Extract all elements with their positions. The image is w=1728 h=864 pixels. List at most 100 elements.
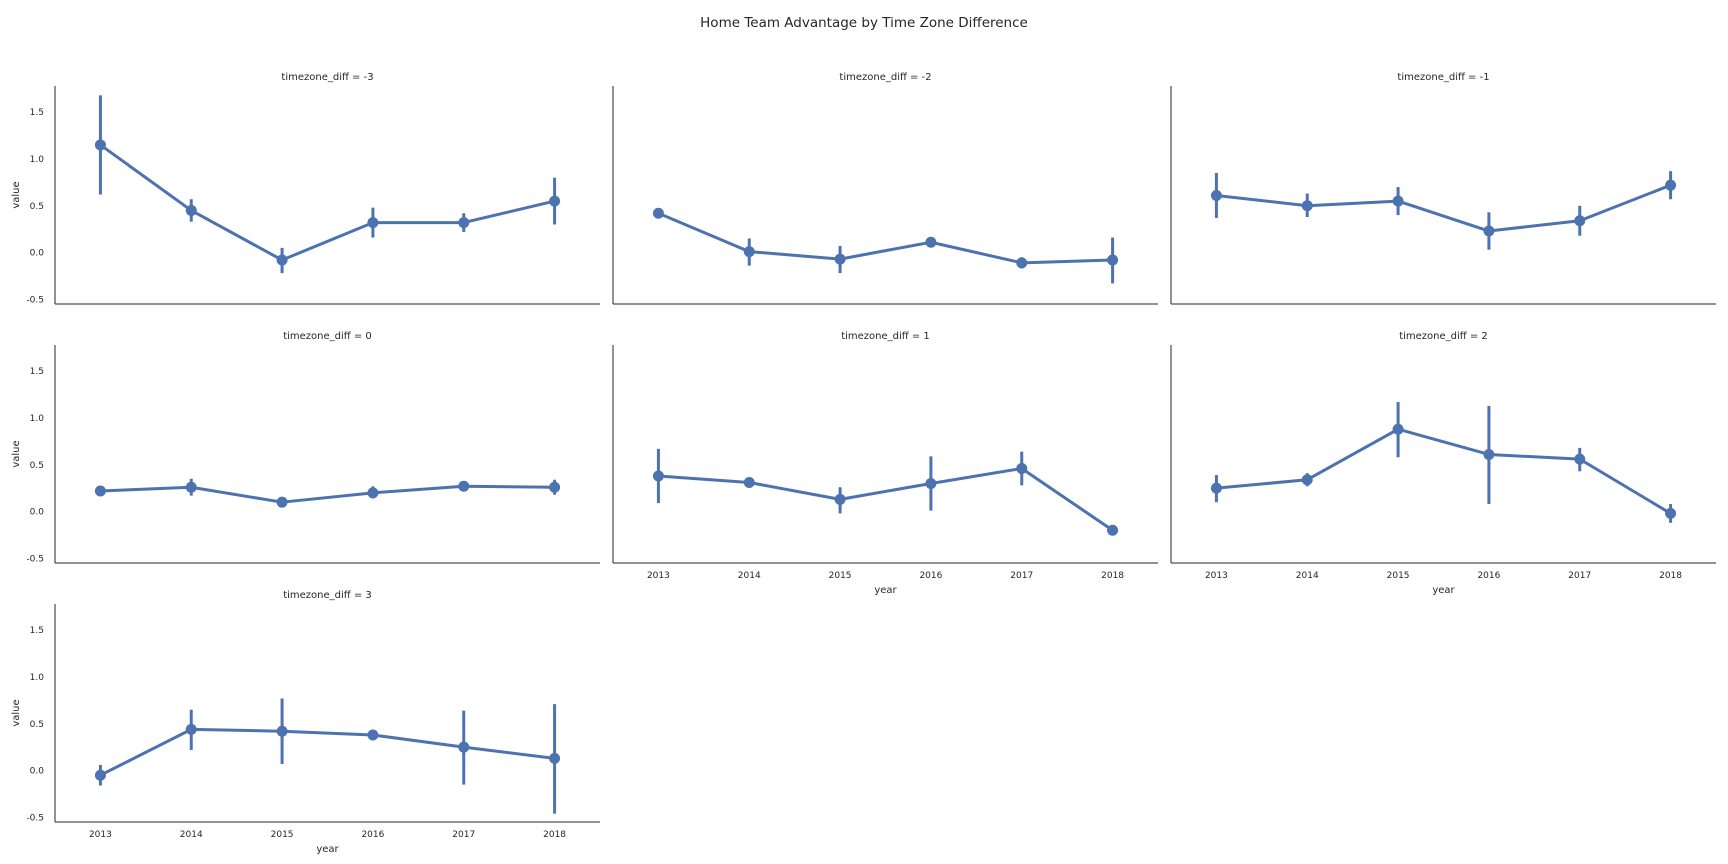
y-tick-label: 0.5 bbox=[30, 202, 44, 212]
panel-title: timezone_diff = 1 bbox=[841, 331, 930, 342]
data-point bbox=[834, 493, 846, 505]
data-point bbox=[1210, 482, 1222, 494]
data-point bbox=[367, 217, 379, 229]
data-point bbox=[1483, 448, 1495, 460]
data-point bbox=[925, 236, 937, 248]
series-line bbox=[656, 211, 1115, 265]
data-point bbox=[1392, 195, 1404, 207]
x-tick-label: 2016 bbox=[361, 830, 384, 840]
series-line bbox=[1214, 427, 1673, 515]
data-point bbox=[458, 741, 470, 753]
y-tick-label: 1.5 bbox=[30, 108, 44, 118]
facet-panels: timezone_diff = -3-0.50.00.51.01.5valuet… bbox=[11, 72, 1716, 855]
data-point bbox=[743, 246, 755, 258]
y-tick-label: -0.5 bbox=[26, 813, 44, 823]
data-point bbox=[743, 477, 755, 489]
data-point bbox=[925, 477, 937, 489]
series-line bbox=[98, 484, 557, 504]
y-tick-label: 0.0 bbox=[30, 508, 45, 518]
facet-panel: timezone_diff = 0 -0.5 0.0 0.5 1.0 1.5 value bbox=[11, 331, 600, 564]
y-tick-label: 1.5 bbox=[30, 367, 44, 377]
y-tick-label: 0.5 bbox=[30, 720, 44, 730]
x-tick-label: 2015 bbox=[271, 830, 294, 840]
facet-panel: timezone_diff = -2 bbox=[612, 72, 1158, 305]
series-line bbox=[656, 467, 1115, 532]
y-tick-label: -0.5 bbox=[26, 554, 44, 564]
data-point bbox=[94, 769, 106, 781]
series-line bbox=[98, 143, 557, 262]
x-tick-label: 2013 bbox=[89, 830, 112, 840]
x-tick-label: 2017 bbox=[1010, 571, 1033, 581]
data-point bbox=[652, 470, 664, 482]
y-tick-label: 1.0 bbox=[30, 673, 45, 683]
x-tick-label: 2014 bbox=[738, 571, 761, 581]
data-point bbox=[1301, 474, 1313, 486]
x-axis-label: year bbox=[1432, 585, 1455, 596]
y-axis-label: value bbox=[11, 440, 22, 467]
data-point bbox=[185, 723, 197, 735]
y-tick-label: 1.5 bbox=[30, 626, 44, 636]
panel-title: timezone_diff = -2 bbox=[839, 72, 931, 83]
x-tick-label: 2018 bbox=[1101, 571, 1124, 581]
facet-panel: timezone_diff = -1 bbox=[1170, 72, 1716, 305]
y-tick-label: 0.0 bbox=[30, 249, 45, 259]
x-tick-label: 2018 bbox=[543, 830, 566, 840]
data-point bbox=[1107, 254, 1119, 266]
data-point bbox=[1574, 453, 1586, 465]
x-tick-label: 2017 bbox=[452, 830, 475, 840]
data-point bbox=[1665, 179, 1677, 191]
data-point bbox=[1665, 507, 1677, 519]
panel-title: timezone_diff = 2 bbox=[1399, 331, 1488, 342]
data-point bbox=[458, 480, 470, 492]
series-line bbox=[1214, 183, 1673, 233]
panel-title: timezone_diff = 0 bbox=[283, 331, 372, 342]
x-tick-label: 2014 bbox=[1296, 571, 1319, 581]
x-tick-label: 2013 bbox=[647, 571, 670, 581]
data-point bbox=[185, 204, 197, 216]
data-point bbox=[94, 139, 106, 151]
y-axis-label: value bbox=[11, 181, 22, 208]
data-point bbox=[276, 725, 288, 737]
y-tick-label: 0.5 bbox=[30, 461, 44, 471]
y-tick-label: 0.0 bbox=[30, 767, 45, 777]
panel-title: timezone_diff = -1 bbox=[1397, 72, 1489, 83]
data-point bbox=[276, 254, 288, 266]
data-point bbox=[1574, 215, 1586, 227]
data-point bbox=[1016, 257, 1028, 269]
figure-title: Home Team Advantage by Time Zone Differe… bbox=[700, 15, 1028, 31]
series-line bbox=[98, 727, 557, 777]
data-point bbox=[458, 217, 470, 229]
data-point bbox=[549, 752, 561, 764]
data-point bbox=[367, 729, 379, 741]
x-tick-label: 2015 bbox=[829, 571, 852, 581]
data-point bbox=[549, 481, 561, 493]
x-tick-label: 2018 bbox=[1659, 571, 1682, 581]
y-tick-label: -0.5 bbox=[26, 295, 44, 305]
panel-title: timezone_diff = -3 bbox=[281, 72, 373, 83]
facet-panel: timezone_diff = 3 -0.5 0.0 0.5 1.0 1.5 value 20… bbox=[11, 590, 600, 855]
data-point bbox=[367, 487, 379, 499]
x-tick-label: 2014 bbox=[180, 830, 203, 840]
facet-panel: timezone_diff = 2 2013 2014 2015 2016 2017 201… bbox=[1170, 331, 1716, 596]
x-tick-label: 2013 bbox=[1205, 571, 1228, 581]
x-tick-label: 2017 bbox=[1568, 571, 1591, 581]
y-axis-label: value bbox=[11, 699, 22, 726]
panel-title: timezone_diff = 3 bbox=[283, 590, 372, 601]
data-point bbox=[652, 207, 664, 219]
data-point bbox=[1210, 189, 1222, 201]
x-tick-label: 2016 bbox=[919, 571, 942, 581]
data-point bbox=[185, 481, 197, 493]
data-point bbox=[276, 496, 288, 508]
x-tick-label: 2016 bbox=[1477, 571, 1500, 581]
data-point bbox=[1392, 423, 1404, 435]
facet-panel: timezone_diff = 1 2013 2014 2015 2016 2017 201… bbox=[612, 331, 1158, 596]
data-point bbox=[834, 253, 846, 265]
x-axis-label: year bbox=[316, 844, 339, 855]
data-point bbox=[549, 195, 561, 207]
facet-panel: timezone_diff = -3 -0.5 0.0 0.5 1.0 1.5 value bbox=[11, 72, 600, 305]
y-tick-label: 1.0 bbox=[30, 155, 45, 165]
data-point bbox=[94, 485, 106, 497]
y-tick-label: 1.0 bbox=[30, 414, 45, 424]
x-tick-label: 2015 bbox=[1387, 571, 1410, 581]
